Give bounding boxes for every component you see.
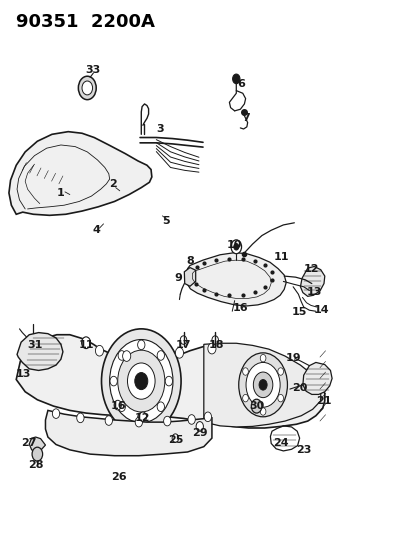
Text: 13: 13 [306, 287, 322, 297]
Polygon shape [203, 343, 320, 427]
Circle shape [101, 329, 181, 433]
Text: 23: 23 [295, 446, 311, 455]
Text: 18: 18 [208, 341, 223, 350]
Text: 13: 13 [16, 369, 31, 379]
Circle shape [77, 413, 84, 423]
Text: 7: 7 [241, 114, 249, 123]
Circle shape [211, 336, 218, 344]
Circle shape [251, 399, 261, 413]
Circle shape [258, 379, 266, 390]
Text: 10: 10 [226, 240, 242, 250]
Circle shape [122, 351, 130, 361]
Text: 20: 20 [291, 383, 307, 393]
Circle shape [117, 350, 164, 412]
Circle shape [204, 412, 211, 422]
Circle shape [238, 353, 287, 417]
Text: 16: 16 [111, 401, 126, 411]
Circle shape [253, 372, 272, 398]
Text: 17: 17 [175, 341, 191, 350]
Circle shape [118, 402, 125, 411]
Text: 1: 1 [56, 188, 64, 198]
Circle shape [165, 376, 172, 386]
Polygon shape [45, 410, 211, 456]
Circle shape [127, 363, 155, 399]
Polygon shape [300, 266, 324, 296]
Text: 6: 6 [237, 79, 245, 89]
Circle shape [137, 340, 145, 350]
Text: 12: 12 [135, 414, 150, 423]
Text: 15: 15 [291, 307, 307, 317]
Circle shape [109, 340, 173, 423]
Circle shape [32, 447, 43, 461]
Text: 16: 16 [232, 303, 247, 313]
Circle shape [230, 240, 241, 254]
Circle shape [277, 368, 283, 375]
Circle shape [81, 337, 90, 349]
Circle shape [95, 345, 103, 356]
Text: 31: 31 [27, 341, 42, 350]
Circle shape [163, 416, 171, 426]
Text: 33: 33 [85, 66, 101, 75]
Polygon shape [184, 268, 195, 286]
Polygon shape [17, 333, 63, 370]
Text: 26: 26 [111, 472, 126, 482]
Text: 14: 14 [313, 305, 328, 315]
Text: 8: 8 [185, 256, 194, 266]
Text: 28: 28 [28, 460, 43, 470]
Text: 19: 19 [285, 353, 300, 363]
Circle shape [105, 416, 112, 425]
Text: 29: 29 [192, 428, 207, 438]
Polygon shape [29, 437, 45, 452]
Circle shape [232, 74, 239, 84]
Text: 2: 2 [109, 179, 117, 189]
Text: 27: 27 [21, 439, 37, 448]
Text: 24: 24 [273, 439, 288, 448]
Circle shape [52, 409, 60, 418]
Circle shape [260, 408, 265, 415]
Text: 12: 12 [303, 264, 319, 274]
Circle shape [196, 422, 203, 431]
Text: 3: 3 [156, 124, 164, 134]
Polygon shape [16, 335, 324, 428]
Circle shape [188, 415, 195, 424]
Text: 90351  2200A: 90351 2200A [16, 13, 155, 31]
Circle shape [78, 76, 96, 100]
Circle shape [82, 81, 92, 95]
Circle shape [175, 348, 183, 358]
Circle shape [242, 368, 248, 375]
Circle shape [180, 336, 186, 344]
Circle shape [233, 244, 238, 250]
Circle shape [172, 434, 178, 442]
Circle shape [245, 362, 279, 407]
Circle shape [110, 376, 117, 386]
Text: 4: 4 [92, 225, 100, 235]
Circle shape [139, 412, 146, 422]
Circle shape [137, 413, 145, 422]
Circle shape [277, 394, 283, 402]
Text: 11: 11 [273, 252, 288, 262]
Circle shape [242, 394, 248, 402]
Circle shape [118, 351, 125, 360]
Circle shape [157, 351, 164, 360]
Polygon shape [185, 253, 286, 306]
Text: 9: 9 [173, 273, 181, 283]
Circle shape [135, 417, 142, 427]
Text: 11: 11 [78, 341, 94, 350]
Text: 25: 25 [167, 435, 183, 445]
Text: 30: 30 [248, 401, 264, 411]
Text: 21: 21 [315, 396, 331, 406]
Text: 5: 5 [162, 216, 169, 226]
Circle shape [260, 354, 265, 362]
Circle shape [114, 400, 121, 410]
Circle shape [134, 373, 147, 390]
Circle shape [207, 343, 215, 354]
Polygon shape [302, 362, 331, 394]
Polygon shape [9, 132, 151, 215]
Circle shape [157, 402, 164, 411]
